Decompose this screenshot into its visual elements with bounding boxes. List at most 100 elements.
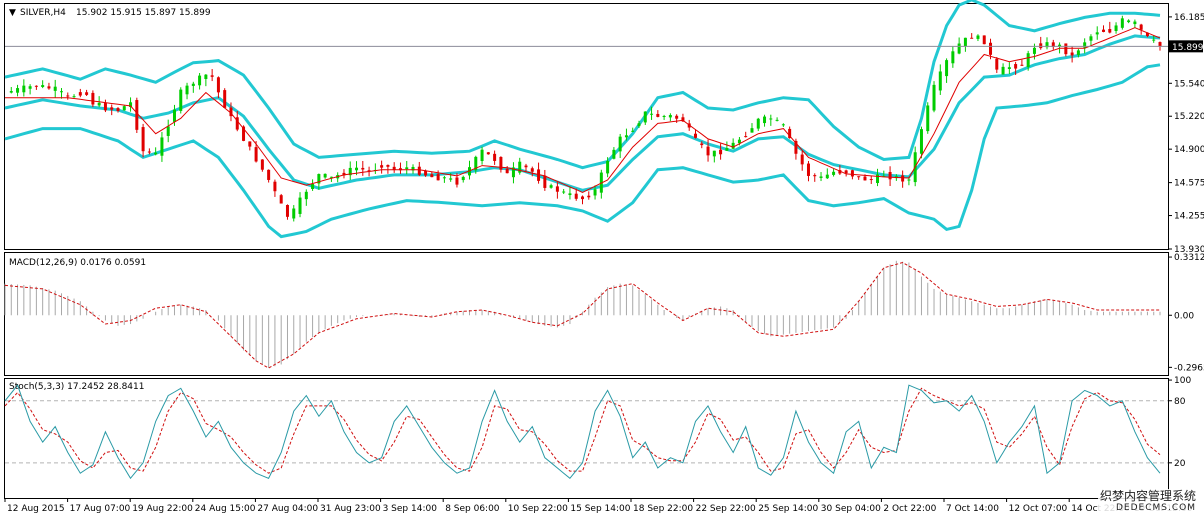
candle-body: [424, 170, 428, 176]
candle-body: [537, 169, 541, 181]
bollinger-lower-band: [4, 63, 1161, 239]
candle-body: [907, 179, 911, 181]
watermark-text: 织梦内容管理系统: [1099, 489, 1196, 503]
candle-body: [788, 128, 792, 139]
candle-body: [637, 123, 641, 127]
candle-body: [951, 51, 955, 64]
candle-body: [1152, 39, 1156, 41]
candle-body: [712, 150, 716, 157]
candle-body: [1095, 32, 1099, 35]
candle-body: [568, 193, 572, 196]
candle-body: [593, 189, 597, 196]
macd-tick-label: 0.3312: [1174, 253, 1204, 263]
candle-body: [769, 118, 773, 120]
candle-body: [662, 115, 666, 117]
candle-body: [1133, 21, 1137, 25]
stoch-main-line: [4, 384, 1161, 480]
candle-body: [154, 152, 158, 155]
candle-body: [417, 166, 421, 175]
candle-body: [1020, 64, 1024, 66]
candle-body: [1102, 29, 1106, 32]
candle-body: [970, 37, 974, 39]
candle-body: [78, 92, 82, 96]
candle-body: [1070, 52, 1074, 56]
candle-body: [1064, 43, 1068, 55]
panel-frame: [4, 3, 1169, 250]
time-tick-label: 12 Oct 07:00: [1009, 504, 1068, 514]
candle-body: [141, 127, 145, 152]
candle-body: [160, 137, 164, 156]
candle-body: [9, 91, 13, 93]
candle-body: [235, 117, 239, 130]
time-tick-label: 12 Aug 2015: [7, 504, 65, 514]
time-tick-label: 7 Oct 14:00: [946, 504, 999, 514]
candle-body: [242, 126, 246, 141]
price-tick-label: 14.900: [1174, 145, 1204, 155]
candle-body: [675, 115, 679, 119]
price-tick-label: 14.575: [1174, 179, 1204, 189]
candle-body: [442, 177, 446, 179]
candle-body: [493, 153, 497, 161]
candle-body: [945, 60, 949, 77]
chart-title: SILVER,H4: [20, 8, 66, 18]
current-price-label: 15.899: [1172, 43, 1204, 53]
candle-body: [549, 185, 553, 188]
candle-body: [16, 88, 20, 93]
watermark-subtext: DEDECMS.COM: [1116, 503, 1196, 513]
candle-body: [486, 152, 490, 155]
candle-body: [229, 107, 233, 117]
candle-body: [606, 160, 610, 174]
price-tick-label: 15.220: [1174, 112, 1204, 122]
candle-body: [1108, 29, 1112, 33]
candle-body: [166, 126, 170, 136]
candle-body: [857, 176, 861, 178]
candle-body: [248, 141, 252, 147]
bollinger-middle-band: [4, 34, 1161, 192]
candle-body: [361, 167, 365, 170]
candle-body: [1007, 67, 1011, 69]
candle-body: [342, 172, 346, 176]
panel-frame: [4, 252, 1169, 376]
candle-body: [825, 174, 829, 179]
candle-body: [581, 196, 584, 200]
stoch-tick-label: 20: [1174, 459, 1186, 469]
candle-body: [430, 174, 434, 178]
candle-body: [806, 163, 810, 176]
candle-body: [91, 92, 95, 105]
candle-body: [989, 42, 993, 55]
candle-body: [298, 197, 302, 214]
candle-body: [455, 177, 459, 185]
candle-body: [392, 166, 396, 171]
price-tick-label: 13.930: [1174, 245, 1204, 255]
candle-body: [41, 85, 45, 87]
candle-body: [505, 168, 509, 174]
candle-body: [938, 71, 942, 91]
candle-body: [292, 208, 296, 219]
candle-body: [367, 170, 371, 172]
candle-body: [618, 136, 622, 152]
time-tick-label: 2 Oct 22:00: [883, 504, 936, 514]
candle-body: [656, 113, 660, 117]
candle-body: [963, 37, 967, 47]
candle-body: [461, 176, 465, 181]
candle-body: [317, 174, 321, 184]
time-tick-label: 27 Aug 04:00: [257, 504, 318, 514]
candle-body: [304, 191, 308, 200]
macd-panel[interactable]: [4, 252, 1169, 376]
macd-tick-label: 0.00: [1174, 311, 1194, 321]
stochastic-panel[interactable]: [4, 378, 1169, 499]
candle-body: [731, 142, 735, 149]
candle-body: [285, 205, 289, 217]
price-panel[interactable]: [4, 0, 1169, 250]
candle-body: [706, 146, 710, 156]
candle-body: [668, 115, 672, 118]
candle-body: [750, 128, 754, 133]
candle-body: [204, 74, 208, 80]
candle-body: [47, 86, 51, 89]
candle-body: [838, 170, 842, 174]
time-tick-label: 30 Sep 04:00: [821, 504, 881, 514]
candle-body: [1058, 44, 1062, 47]
time-tick-label: 3 Sep 14:00: [383, 504, 438, 514]
candle-body: [530, 168, 534, 172]
time-tick-label: 22 Sep 22:00: [696, 504, 756, 514]
